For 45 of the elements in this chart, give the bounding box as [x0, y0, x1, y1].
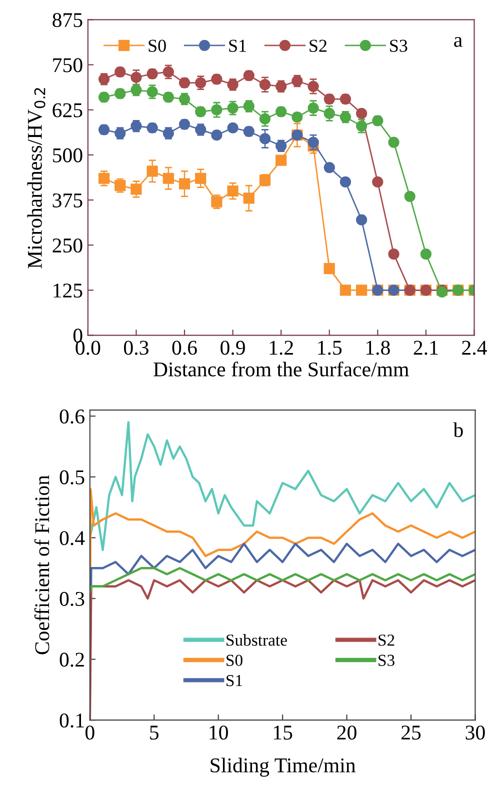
y-tick-label: 0.4 — [60, 531, 85, 546]
legend-label: S0 — [148, 40, 166, 52]
annotation: b — [453, 422, 463, 438]
x-tick-label: 0.0 — [76, 340, 100, 355]
legend-label: S0 — [226, 654, 242, 666]
x-axis-title: Sliding Time/min — [210, 758, 356, 777]
x-tick-label: 2.1 — [414, 340, 438, 355]
y-tick-label: 0.2 — [60, 652, 84, 667]
x-tick-label: 1.2 — [270, 340, 293, 355]
y-tick-label: 0 — [73, 328, 82, 343]
y-axis-title: Coefficient of Fiction — [34, 475, 50, 654]
legend-label: Substrate — [226, 634, 287, 646]
y-tick-label: 625 — [52, 103, 82, 118]
y-tick-label: 0.3 — [60, 592, 84, 606]
y-tick-label: 375 — [52, 193, 82, 208]
y-tick-label: 250 — [52, 238, 82, 253]
y-axis-title: Microhardness/HV$_{0.2}$ — [27, 88, 46, 268]
y-tick-label: 500 — [53, 148, 82, 162]
x-tick-label: 20 — [337, 726, 356, 740]
y-tick-label: 0.5 — [60, 470, 84, 484]
x-tick-label: 1.8 — [366, 340, 390, 355]
x-tick-label: 15 — [274, 726, 292, 740]
legend-label: S2 — [310, 40, 327, 52]
legend-label: S1 — [226, 675, 242, 686]
x-axis-title: Distance from the Surface/mm — [154, 362, 409, 376]
x-tick-label: 25 — [402, 726, 421, 740]
legend-label: S3 — [378, 654, 394, 666]
legend-label: S3 — [390, 40, 408, 52]
x-tick-label: 0.9 — [220, 340, 245, 355]
x-tick-label: 0.6 — [172, 340, 197, 355]
x-tick-label: 2.4 — [462, 340, 487, 355]
x-tick-label: 5 — [150, 726, 159, 740]
y-tick-label: 875 — [52, 13, 82, 28]
legend-label: S1 — [229, 40, 246, 52]
x-tick-label: 10 — [210, 726, 228, 740]
y-tick-label: 125 — [54, 284, 82, 298]
x-tick-label: 30 — [466, 726, 485, 740]
annotation: a — [454, 36, 462, 47]
x-tick-label: 1.5 — [318, 340, 342, 355]
x-tick-label: 0 — [85, 726, 94, 740]
legend-label: S2 — [378, 634, 394, 646]
y-tick-label: 750 — [53, 58, 82, 72]
y-tick-label: 0.1 — [60, 713, 84, 728]
x-tick-label: 0.3 — [124, 340, 148, 355]
y-tick-label: 0.6 — [60, 409, 84, 424]
